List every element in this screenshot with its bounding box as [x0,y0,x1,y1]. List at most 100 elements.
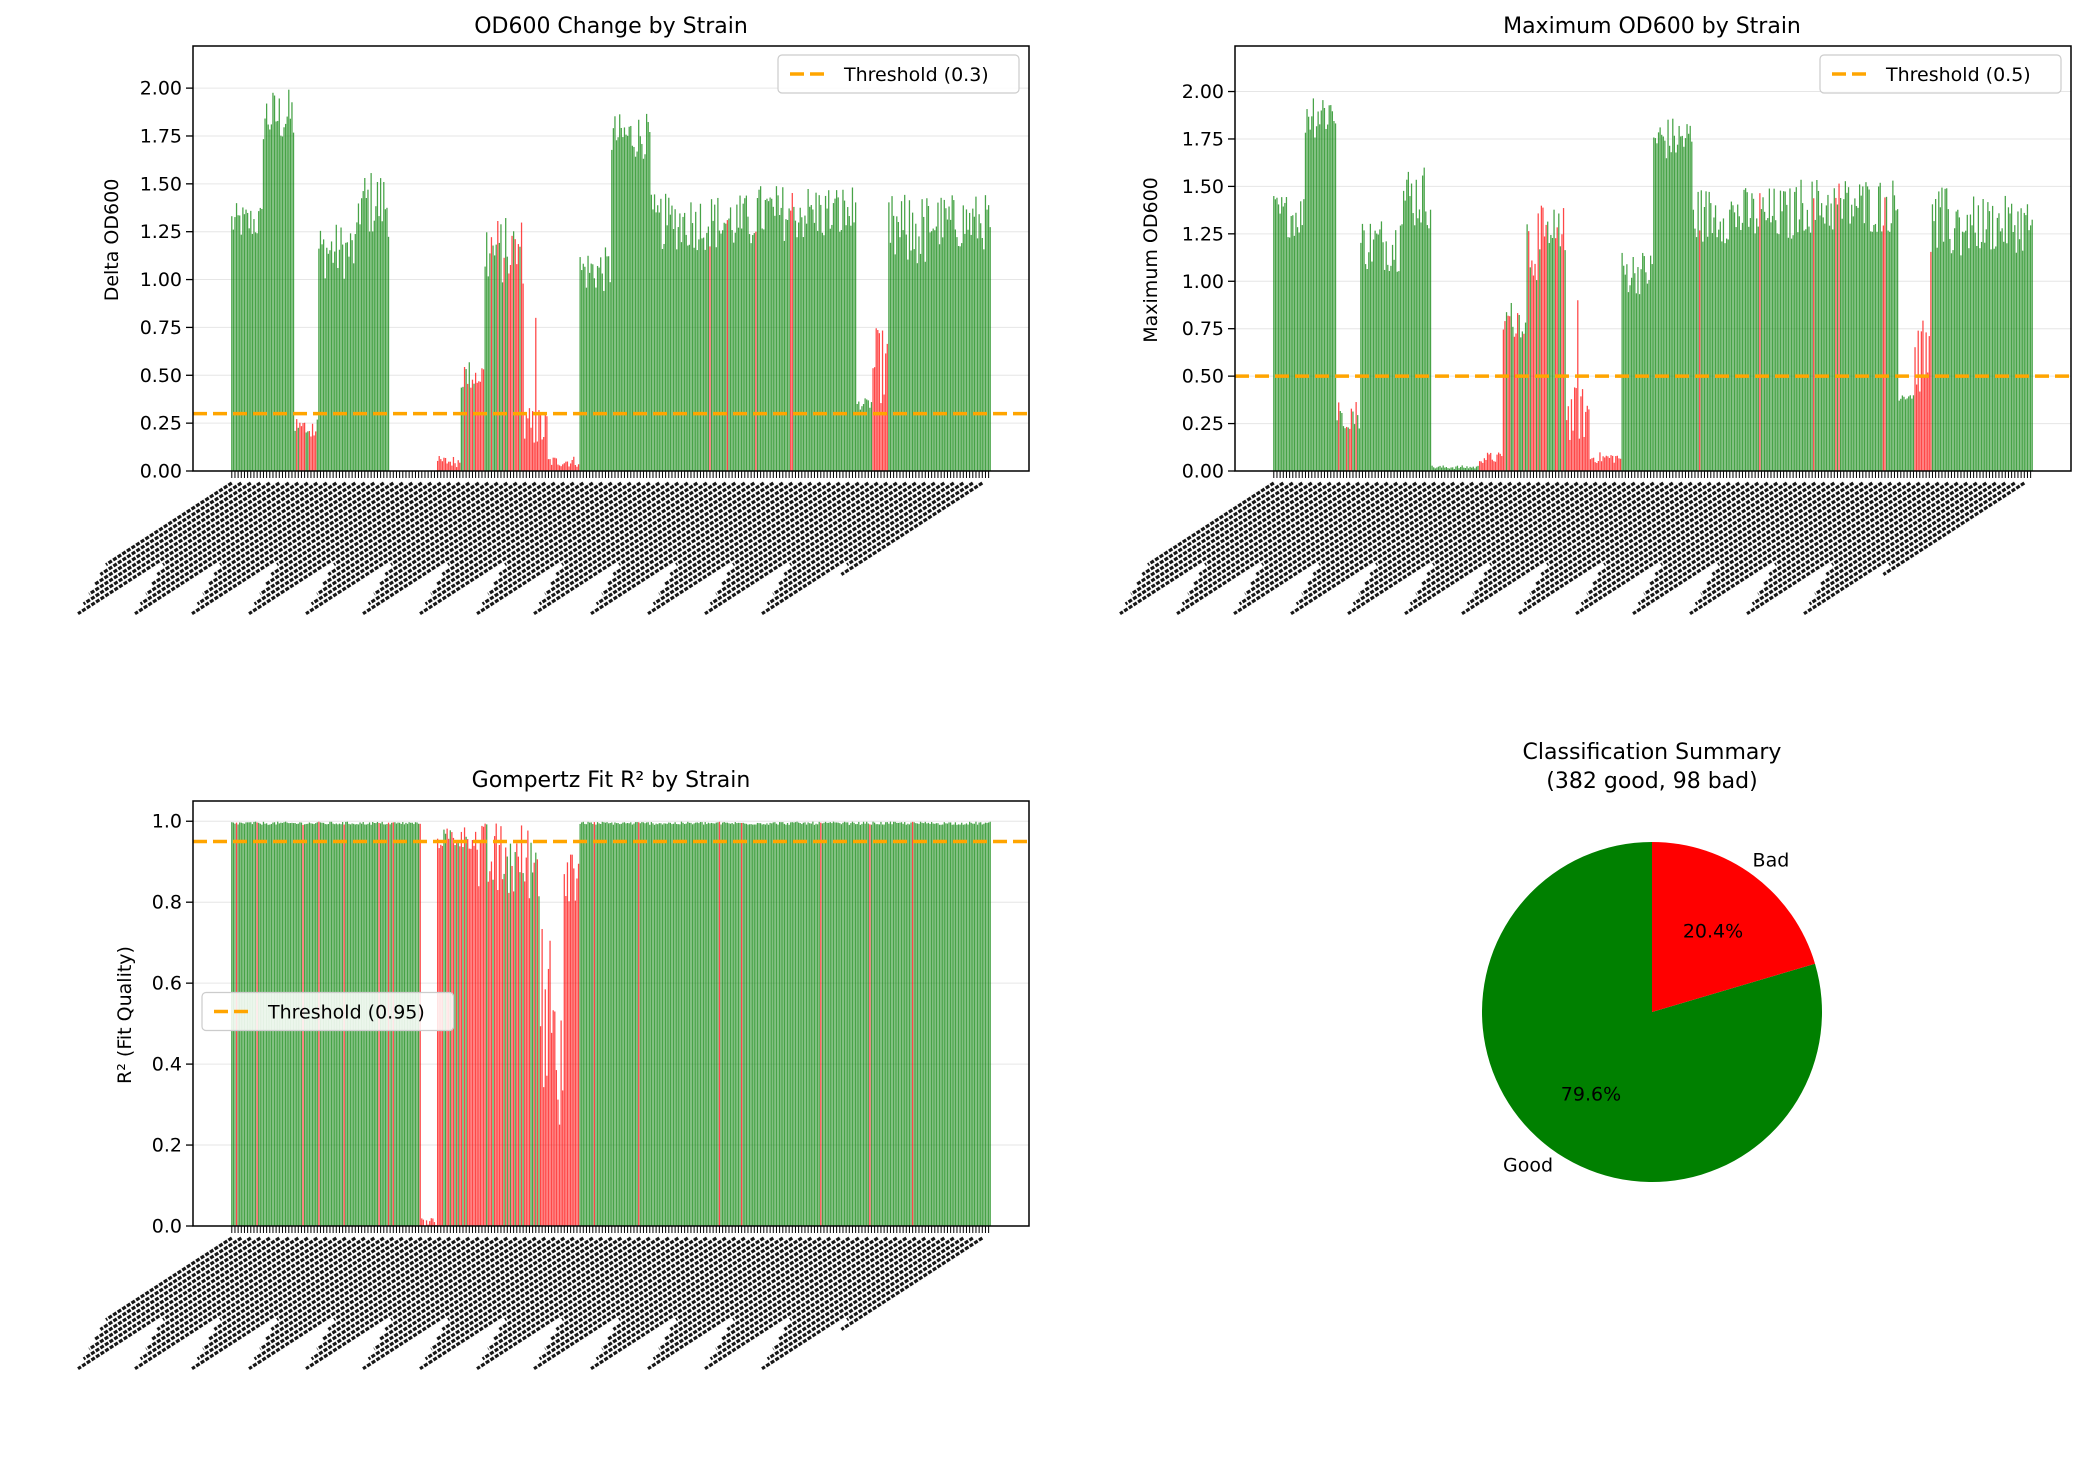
bar [674,209,676,471]
bar [520,222,523,471]
x-tick-label [99,481,243,576]
bar [1898,400,1900,471]
bar [1507,315,1509,471]
x-tick-label [783,1236,927,1331]
x-tick-label [82,1236,271,1361]
bar [652,209,654,471]
bar [1744,188,1747,471]
bar [497,890,499,1226]
bar [1936,247,1938,471]
bar [1349,428,1351,471]
bar [364,178,366,471]
bar [2028,230,2030,471]
bar [516,264,518,471]
bar [937,202,939,471]
bar [896,822,898,1226]
bar [853,222,855,471]
bar [1456,465,1459,471]
bar [508,892,510,1226]
bar [272,92,274,471]
bar [734,232,736,471]
bar [1895,210,1897,471]
bar [721,230,724,471]
bar [900,822,903,1226]
bar [595,287,597,471]
bar [929,232,931,471]
bar [246,212,249,471]
bar [930,822,933,1226]
bar [612,128,615,471]
bar [653,194,656,471]
bar [1380,221,1383,471]
bar [1787,237,1790,471]
bar [1984,242,1986,471]
bar [240,234,242,471]
bar [853,822,855,1226]
bar [1371,261,1373,471]
bar [748,234,751,471]
bar [566,862,569,1226]
x-tick-label [1181,481,1370,606]
x-tick-label [253,481,442,606]
bar [462,847,464,1226]
bar [718,821,721,1226]
bar [533,442,535,471]
bar [557,1099,559,1226]
bar [785,219,787,471]
bar [490,237,493,471]
bar [531,411,534,471]
x-tick-label [310,481,499,606]
bar [984,195,987,471]
x-tick-label [77,1236,281,1371]
bar [1604,457,1606,471]
bar [1729,209,1731,472]
bar [1399,225,1402,471]
bar [1854,198,1856,472]
bar [875,328,877,471]
x-tick-label [219,481,347,567]
bar [522,873,524,1226]
bar [248,228,250,471]
bar [1775,220,1777,471]
bar [468,362,470,471]
bar [788,824,790,1226]
bar [359,224,361,471]
x-tick-label [419,481,623,616]
bar [1653,137,1655,472]
bar [913,822,915,1226]
bar [375,206,377,471]
bar [742,203,744,472]
bar [1486,452,1489,471]
bar [617,137,619,471]
bar [489,871,491,1226]
bar [1835,197,1837,471]
bar [663,823,665,1226]
bar [471,379,474,471]
bar [625,134,627,471]
bar [778,215,781,471]
bar [1502,329,1505,471]
bar [493,836,496,1226]
bar [1528,231,1530,471]
x-tick-label [88,1236,262,1351]
bar [796,821,798,1226]
x-tick-label [1404,481,1608,616]
bar [919,821,922,1226]
bar [1656,143,1658,471]
bar [677,227,679,471]
x-tick-label [1301,481,1475,596]
bar [1580,396,1582,471]
bar [560,466,562,471]
x-tick-label [612,1236,756,1331]
y-tick-label: 0.50 [140,365,182,387]
bar [899,237,901,471]
bar [1615,456,1617,471]
bar [1980,241,1983,471]
bar [1390,265,1392,471]
bar [742,822,744,1226]
x-tick-label [305,1236,509,1371]
bar [519,872,521,1226]
bar [772,822,774,1226]
bar [235,203,238,471]
bar [307,431,309,471]
